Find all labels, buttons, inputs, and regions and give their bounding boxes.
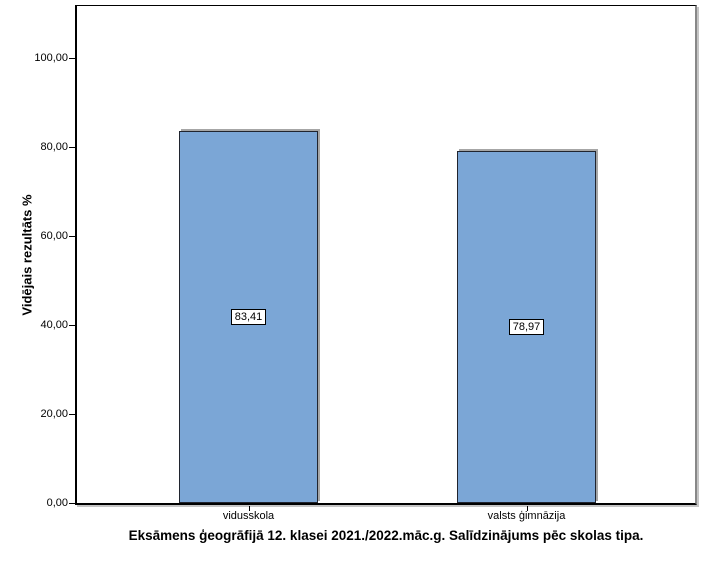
y-tick-mark: [69, 325, 76, 326]
bar-value-label: 78,97: [508, 319, 545, 335]
y-tick-label: 20,00: [40, 408, 68, 420]
bar-vidusskola: 83,41: [179, 131, 318, 503]
y-tick-mark: [69, 147, 76, 148]
y-tick-label: 80,00: [40, 141, 68, 153]
y-axis-title: Vidējais rezultāts %: [19, 194, 35, 316]
y-tick-mark: [69, 503, 76, 504]
x-tick-mark: [249, 506, 250, 511]
y-tick-mark: [69, 58, 76, 59]
y-tick-label: 100,00: [34, 52, 68, 64]
bar-valsts-imn-zija: 78,97: [457, 151, 596, 503]
x-tick-label: valsts ģimnāzija: [487, 510, 566, 522]
plot-area: 83,41 78,97: [75, 5, 697, 505]
y-tick-mark: [69, 236, 76, 237]
chart-title: Eksāmens ģeogrāfijā 12. klasei 2021./202…: [128, 528, 644, 543]
x-tick-label: vidusskola: [222, 510, 275, 522]
y-tick-label: 60,00: [40, 230, 68, 242]
x-tick-mark: [527, 506, 528, 511]
y-tick-label: 0,00: [46, 497, 68, 509]
y-tick-label: 40,00: [40, 319, 68, 331]
y-tick-mark: [69, 414, 76, 415]
bar-value-label: 83,41: [230, 309, 267, 325]
